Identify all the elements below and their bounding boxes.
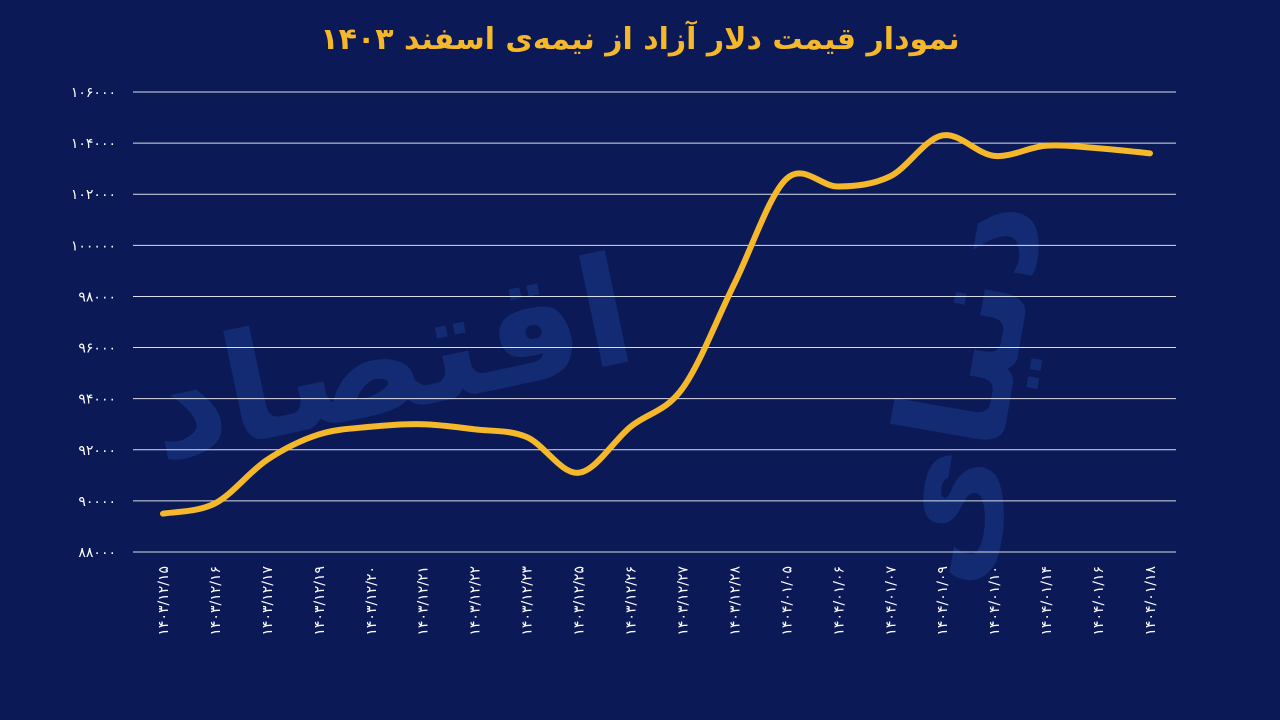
x-tick-label: ۱۴۰۳/۱۲/۲۶ [624, 566, 640, 636]
x-tick-label: ۱۴۰۳/۱۲/۱۶ [208, 566, 224, 636]
y-tick-label: ۹۲۰۰۰ [78, 443, 116, 459]
x-tick-label: ۱۴۰۳/۱۲/۲۵ [572, 566, 588, 636]
x-tick-label: ۱۴۰۳/۱۲/۲۳ [520, 566, 536, 636]
y-tick-label: ۹۴۰۰۰ [78, 392, 116, 408]
x-tick-label: ۱۴۰۳/۱۲/۲۱ [416, 566, 432, 636]
x-tick-label: ۱۴۰۴/۰۱/۱۴ [1039, 566, 1055, 636]
x-tick-label: ۱۴۰۴/۰۱/۰۶ [831, 566, 847, 636]
y-tick-label: ۱۰۴۰۰۰ [71, 136, 116, 152]
x-tick-label: ۱۴۰۳/۱۲/۲۷ [675, 566, 691, 636]
y-tick-label: ۹۸۰۰۰ [78, 289, 116, 305]
x-tick-label: ۱۴۰۳/۱۲/۱۵ [156, 566, 172, 636]
x-axis-ticks: ۱۴۰۳/۱۲/۱۵ ۱۴۰۳/۱۲/۱۶ ۱۴۰۳/۱۲/۱۷ ۱۴۰۳/۱۲/۱۹… [156, 566, 1159, 636]
x-tick-label: ۱۴۰۴/۰۱/۱۰ [987, 566, 1003, 636]
chart-title: نمودار قیمت دلار آزاد از نیمه‌ی اسفند ۱۴… [320, 22, 960, 57]
y-axis-ticks: ۸۸۰۰۰ ۹۰۰۰۰ ۹۲۰۰۰ ۹۴۰۰۰ ۹۶۰۰۰ ۹۸۰۰۰ ۱۰۰۰۰۰ ۱۰۲۰… [71, 85, 116, 561]
watermark-right: دنیای [840, 185, 1079, 598]
y-tick-label: ۸۸۰۰۰ [78, 545, 116, 561]
x-tick-label: ۱۴۰۳/۱۲/۲۸ [727, 566, 743, 636]
y-tick-label: ۱۰۰۰۰۰ [71, 238, 116, 254]
x-tick-label: ۱۴۰۳/۱۲/۱۷ [260, 566, 276, 636]
y-tick-label: ۹۶۰۰۰ [78, 341, 116, 357]
grid-lines [133, 91, 1176, 553]
x-tick-label: ۱۴۰۳/۱۲/۱۹ [312, 566, 328, 636]
x-tick-label: ۱۴۰۴/۰۱/۱۶ [1091, 566, 1107, 636]
x-tick-label: ۱۴۰۴/۰۱/۱۸ [1143, 566, 1159, 636]
y-tick-label: ۱۰۶۰۰۰ [71, 85, 116, 101]
x-tick-label: ۱۴۰۴/۰۱/۰۷ [883, 566, 899, 636]
y-tick-label: ۱۰۲۰۰۰ [71, 187, 116, 203]
y-tick-label: ۹۰۰۰۰ [78, 494, 116, 510]
x-tick-label: ۱۴۰۳/۱۲/۲۲ [468, 566, 484, 636]
series-line [160, 132, 1153, 517]
x-tick-label: ۱۴۰۴/۰۱/۰۹ [935, 566, 951, 636]
watermark-left: اقتصاد [131, 224, 648, 496]
x-tick-label: ۱۴۰۳/۱۲/۲۰ [364, 566, 380, 636]
x-tick-label: ۱۴۰۴/۰۱/۰۵ [779, 566, 795, 636]
